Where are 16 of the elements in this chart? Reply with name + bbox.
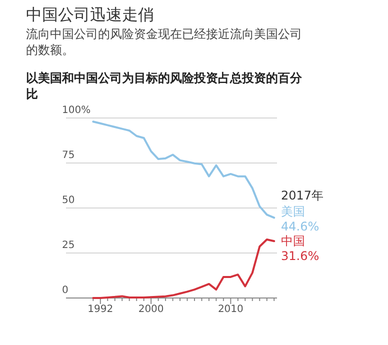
series-label: 中国 bbox=[281, 234, 305, 248]
x-tick-label: 1992 bbox=[88, 304, 114, 315]
y-tick-label: 100% bbox=[62, 105, 91, 116]
y-tick-label: 50 bbox=[62, 195, 75, 206]
series-label: 美国 bbox=[281, 204, 305, 219]
x-tick-label: 2010 bbox=[218, 304, 244, 315]
chart-title: 中国公司迅速走俏 bbox=[26, 5, 154, 24]
y-tick-label: 25 bbox=[62, 240, 75, 251]
data-label: 31.6% bbox=[281, 249, 320, 264]
x-tick-label: 2000 bbox=[138, 304, 164, 315]
y-tick-label: 75 bbox=[62, 150, 75, 161]
data-label: 44.6% bbox=[281, 220, 320, 234]
chart-subtitle: 流向中国公司的风险资金现在已经接近流向美国公司的数额。 bbox=[26, 27, 302, 57]
text: 2017年 bbox=[281, 188, 324, 203]
y-tick-label: 0 bbox=[62, 285, 68, 296]
y-axis-title: 以美国和中国公司为目标的风险投资占总投资的百分比 bbox=[26, 71, 303, 101]
